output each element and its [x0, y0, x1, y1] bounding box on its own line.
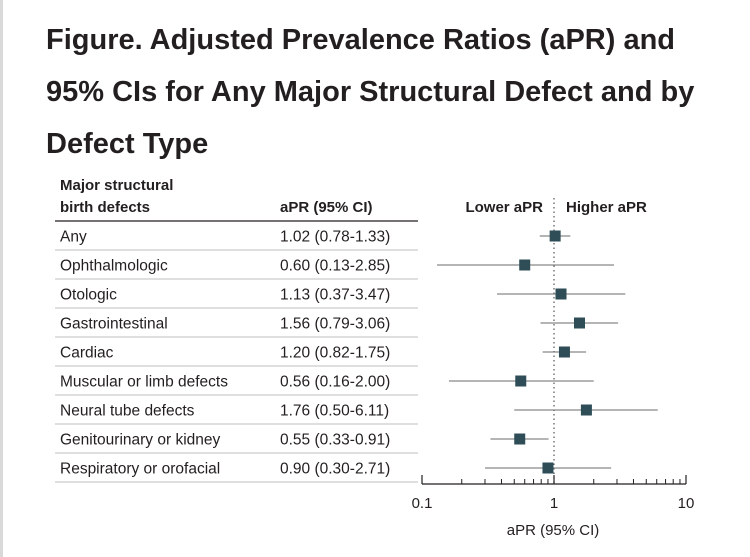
point-estimate-marker [573, 317, 585, 329]
point-estimate-marker [555, 288, 567, 300]
x-tick-label: 10 [678, 495, 695, 512]
row-ci-text: 1.56 (0.79-3.06) [280, 316, 390, 333]
row-label: Otologic [60, 287, 117, 304]
title-line-2: 95% CIs for Any Major Structural Defect … [46, 76, 695, 108]
row-ci-text: 1.20 (0.82-1.75) [280, 345, 390, 362]
row-ci-text: 0.55 (0.33-0.91) [280, 432, 390, 449]
title-line-1: Figure. Adjusted Prevalence Ratios (aPR)… [46, 24, 676, 56]
row-ci-text: 0.90 (0.30-2.71) [280, 461, 390, 478]
header-defect-line-2: birth defects [60, 199, 150, 216]
point-estimate-marker [558, 346, 570, 358]
row-label: Cardiac [60, 345, 114, 362]
table-rows: Any 1.02 (0.78-1.33) Ophthalmologic 0.60 (0… [55, 229, 418, 483]
row-label: Neural tube defects [60, 403, 195, 420]
header-higher-apr: Higher aPR [566, 199, 647, 216]
row-label: Ophthalmologic [60, 258, 168, 275]
point-estimate-marker [519, 259, 531, 271]
point-estimate-marker [580, 404, 592, 416]
row-label: Any [60, 229, 87, 246]
plot-area: 0.1 1 10 aPR (95% CI) [412, 198, 695, 539]
x-tick-label: 1 [550, 495, 558, 512]
row-ci-text: 1.13 (0.37-3.47) [280, 287, 390, 304]
point-estimate-marker [549, 230, 561, 242]
header-lower-apr: Lower aPR [465, 199, 543, 216]
row-label: Genitourinary or kidney [60, 432, 220, 449]
point-estimate-marker [542, 462, 554, 474]
page-edge-rule [0, 0, 3, 557]
x-axis-label: aPR (95% CI) [507, 522, 600, 539]
row-label: Gastrointestinal [60, 316, 168, 333]
point-estimate-marker [515, 375, 527, 387]
title-line-3: Defect Type [46, 128, 209, 160]
point-estimate-marker [514, 433, 526, 445]
header-apr: aPR (95% CI) [280, 199, 373, 216]
row-ci-text: 1.76 (0.50-6.11) [280, 403, 389, 420]
row-label: Respiratory or orofacial [60, 461, 220, 478]
row-ci-text: 0.56 (0.16-2.00) [280, 374, 390, 391]
row-label: Muscular or limb defects [60, 374, 228, 391]
figure-title: Figure. Adjusted Prevalence Ratios (aPR)… [46, 14, 726, 170]
row-ci-text: 0.60 (0.13-2.85) [280, 258, 390, 275]
row-ci-text: 1.02 (0.78-1.33) [280, 229, 390, 246]
x-tick-label: 0.1 [412, 495, 433, 512]
header-defect-line-1: Major structural [60, 177, 173, 194]
